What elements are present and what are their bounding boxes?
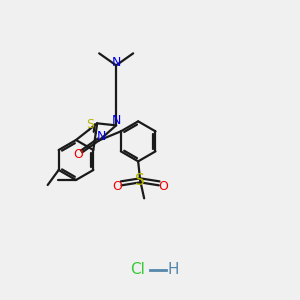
Text: N: N: [97, 130, 106, 143]
Text: N: N: [112, 56, 121, 69]
Text: H: H: [167, 262, 179, 278]
Text: N: N: [112, 114, 121, 127]
Text: Cl: Cl: [130, 262, 146, 278]
Text: O: O: [158, 180, 168, 193]
Text: O: O: [73, 148, 83, 161]
Text: O: O: [112, 180, 122, 193]
Text: S: S: [135, 173, 145, 188]
Text: S: S: [86, 118, 94, 131]
